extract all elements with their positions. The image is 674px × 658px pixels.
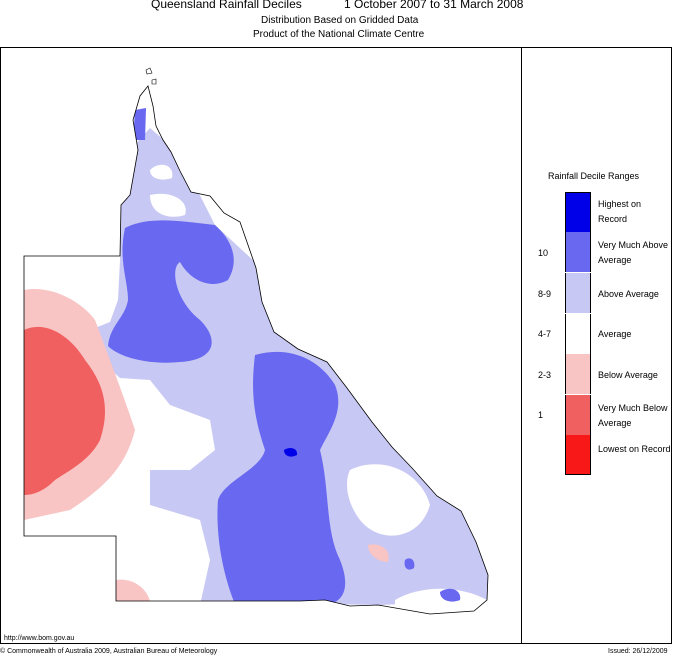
region-very-much-above [108,220,234,363]
legend-swatch-very-much-above [565,232,591,272]
legend-label-below: Below Average [598,370,658,380]
footer-url: http://www.bom.gov.au [4,635,75,642]
region-highest-on-record [284,447,298,457]
legend-swatch-very-much-below [565,395,591,435]
legend-divider [521,47,522,644]
legend-label-very-much-above: Very Much Above Average [598,240,669,265]
subtitle-product: Product of the National Climate Centre [253,29,425,40]
queensland-outline [23,85,489,615]
legend-title: Rainfall Decile Ranges [548,171,640,181]
legend-swatch-lowest [565,435,591,475]
legend-swatch-highest [565,192,591,232]
legend-swatch-above [565,273,591,313]
map-title: Queensland Rainfall Deciles [151,0,302,11]
legend-label-average: Average [598,329,632,339]
period-label: 1 October 2007 to 31 March 2008 [344,0,524,11]
legend-range-4-7: 4-7 [538,329,552,339]
legend-swatch-below [565,354,591,394]
legend-range-10: 10 [538,248,549,258]
legend-range-8-9: 8-9 [538,289,552,299]
map-frame [0,47,672,644]
legend-range-2-3: 2-3 [538,370,552,380]
footer-copyright: © Commonwealth of Australia 2009, Austra… [0,648,218,655]
legend-label-highest: Highest on Record [598,199,642,224]
legend-swatch-average [565,314,591,354]
legend-range-1: 1 [538,410,544,420]
legend-label-very-much-below: Very Much Below Average [598,403,668,428]
region-very-much-below [24,326,105,495]
legend-label-above: Above Average [598,289,659,299]
footer-issued: Issued: 26/12/2009 [608,648,668,655]
legend-label-lowest: Lowest on Record [598,444,671,454]
subtitle-distribution: Distribution Based on Gridded Data [261,15,419,26]
